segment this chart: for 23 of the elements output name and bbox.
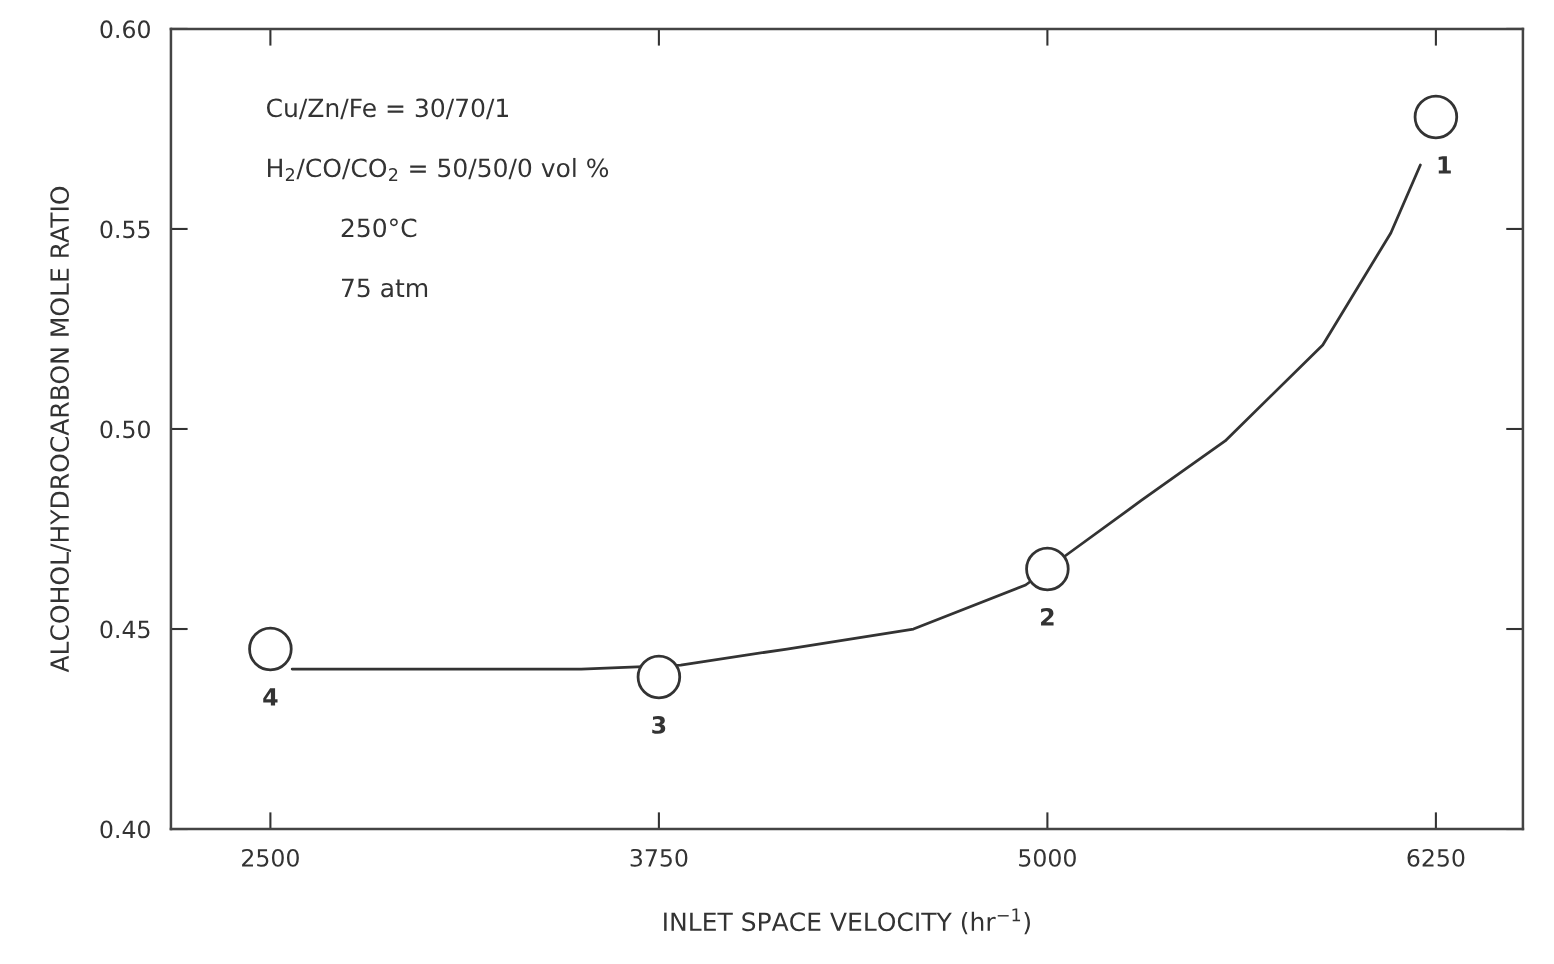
- annotation: 4: [263, 688, 278, 706]
- annotation: 75 atm: [341, 278, 428, 298]
- y-tick-label: 0.60: [100, 20, 150, 39]
- y-axis-title: ALCOHOL/HYDROCARBON MOLE RATIO: [50, 186, 72, 673]
- annotation: 3: [652, 716, 666, 734]
- point: [1025, 546, 1070, 592]
- x-axis-title: INLET SPACE VELOCITY (hr$^{−1}$): [664, 908, 1030, 935]
- y-tick-label: 0.50: [100, 420, 150, 439]
- y-tick-label: 0.40: [100, 820, 150, 839]
- point: [1413, 94, 1459, 140]
- point: [248, 626, 293, 672]
- x-tick-label: 2500: [242, 848, 299, 867]
- x-tick-label: 3750: [630, 848, 688, 867]
- annotation: 1: [1438, 156, 1451, 174]
- annotation: 2: [1041, 607, 1054, 626]
- y-tick-label: 0.55: [100, 220, 150, 239]
- annotation: 250°C: [341, 218, 417, 238]
- x-tick-label: 5000: [1019, 848, 1076, 867]
- x-tick-label: 6250: [1407, 848, 1465, 867]
- point: [636, 654, 682, 700]
- annotation: H$_{2}$/CO/CO$_{2}$ = 50/50/0 vol %: [268, 157, 609, 182]
- annotation: Cu/Zn/Fe = 30/70/1: [266, 98, 508, 120]
- y-tick-label: 0.45: [100, 620, 150, 639]
